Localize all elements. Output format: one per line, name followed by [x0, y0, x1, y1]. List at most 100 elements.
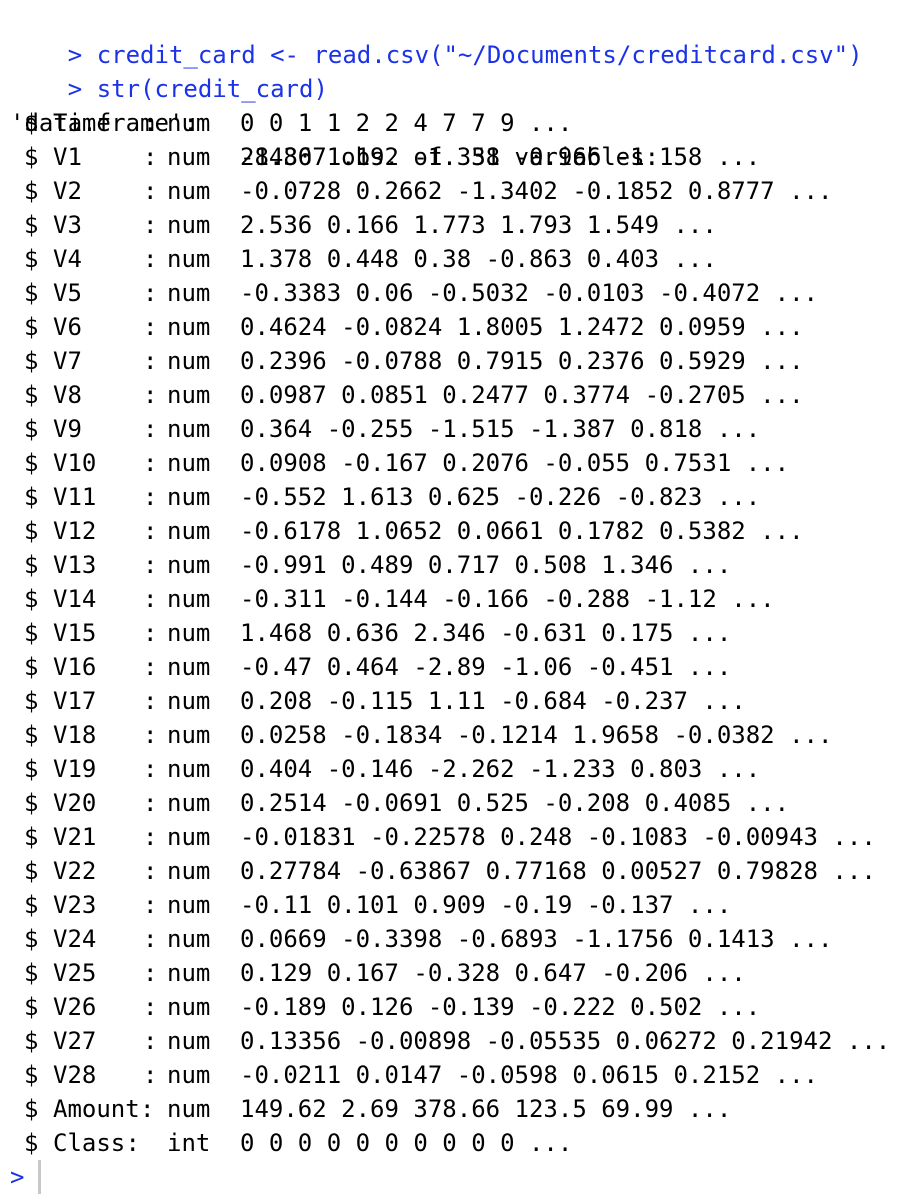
- text-cursor: [38, 1160, 41, 1194]
- field-dollar-sign: $: [24, 959, 39, 987]
- field-values: 0.27784 -0.63867 0.77168 0.00527 0.79828…: [240, 857, 876, 885]
- field-colon: :: [143, 177, 158, 205]
- field-colon: :: [143, 313, 158, 341]
- field-dollar-sign: $: [24, 755, 39, 783]
- field-name: V27: [53, 1027, 97, 1055]
- field-colon: :: [143, 109, 158, 137]
- field-dollar-sign: $: [24, 1027, 39, 1055]
- field-type: num: [167, 1061, 211, 1089]
- field-name: V8: [53, 381, 82, 409]
- field-type: num: [167, 585, 211, 613]
- field-name: V9: [53, 415, 82, 443]
- field-colon: :: [143, 823, 158, 851]
- field-type: num: [167, 109, 211, 137]
- field-name: V22: [53, 857, 97, 885]
- field-type: num: [167, 857, 211, 885]
- field-values: 0.0258 -0.1834 -0.1214 1.9658 -0.0382 ..…: [240, 721, 833, 749]
- r-console[interactable]: > credit_card <- read.csv("~/Documents/c…: [10, 4, 900, 1194]
- field-values: -0.0211 0.0147 -0.0598 0.0615 0.2152 ...: [240, 1061, 818, 1089]
- field-dollar-sign: $: [24, 891, 39, 919]
- field-type: num: [167, 891, 211, 919]
- field-name: V2: [53, 177, 82, 205]
- str-field-row: $ V25: num 0.129 0.167 -0.328 0.647 -0.206 …: [10, 956, 900, 990]
- field-type: num: [167, 823, 211, 851]
- field-name: V21: [53, 823, 97, 851]
- str-field-row: $ V23: num -0.11 0.101 0.909 -0.19 -0.137 .…: [10, 888, 900, 922]
- field-values: 2.536 0.166 1.773 1.793 1.549 ...: [240, 211, 717, 239]
- field-dollar-sign: $: [24, 687, 39, 715]
- field-values: -0.311 -0.144 -0.166 -0.288 -1.12 ...: [240, 585, 775, 613]
- field-values: -0.189 0.126 -0.139 -0.222 0.502 ...: [240, 993, 761, 1021]
- str-field-row: $ V4: num 1.378 0.448 0.38 -0.863 0.403 ...: [10, 242, 900, 276]
- prompt-symbol: >: [10, 1163, 25, 1191]
- field-dollar-sign: $: [24, 211, 39, 239]
- field-type: num: [167, 177, 211, 205]
- field-colon: :: [143, 1027, 158, 1055]
- field-colon: :: [143, 279, 158, 307]
- command-text: str(credit_card): [96, 75, 328, 103]
- field-colon: :: [143, 415, 158, 443]
- field-name: V24: [53, 925, 97, 953]
- field-values: 0.129 0.167 -0.328 0.647 -0.206 ...: [240, 959, 746, 987]
- field-values: -0.6178 1.0652 0.0661 0.1782 0.5382 ...: [240, 517, 804, 545]
- str-field-row: $ V13: num -0.991 0.489 0.717 0.508 1.346 .…: [10, 548, 900, 582]
- field-colon: :: [143, 925, 158, 953]
- dimensions-summary: 284807 obs. of 31 variables:: [240, 143, 660, 171]
- field-values: 0.0908 -0.167 0.2076 -0.055 0.7531 ...: [240, 449, 790, 477]
- field-colon: :: [140, 1095, 155, 1123]
- active-input-line[interactable]: >: [10, 1160, 900, 1194]
- field-type: num: [167, 721, 211, 749]
- field-dollar-sign: $: [24, 1061, 39, 1089]
- field-type: num: [167, 449, 211, 477]
- field-type: num: [167, 619, 211, 647]
- str-field-row: $ Amount: num 149.62 2.69 378.66 123.5 69.9…: [10, 1092, 900, 1126]
- str-field-row: $ V3: num 2.536 0.166 1.773 1.793 1.549 ...: [10, 208, 900, 242]
- str-field-row: $ V21: num -0.01831 -0.22578 0.248 -0.1083 …: [10, 820, 900, 854]
- field-colon: :: [143, 245, 158, 273]
- field-dollar-sign: $: [24, 653, 39, 681]
- field-name: V7: [53, 347, 82, 375]
- field-name: Time: [53, 109, 111, 137]
- field-type: num: [167, 415, 211, 443]
- str-field-row: $ Time: num 0 0 1 1 2 2 4 7 7 9 ...: [10, 106, 900, 140]
- field-values: 149.62 2.69 378.66 123.5 69.99 ...: [240, 1095, 732, 1123]
- field-colon: :: [143, 857, 158, 885]
- str-field-row: $ V11: num -0.552 1.613 0.625 -0.226 -0.823…: [10, 480, 900, 514]
- field-colon: :: [143, 551, 158, 579]
- field-dollar-sign: $: [24, 1129, 39, 1157]
- field-colon: :: [143, 449, 158, 477]
- field-dollar-sign: $: [24, 415, 39, 443]
- field-colon: :: [143, 347, 158, 375]
- str-field-row: $ V28: num -0.0211 0.0147 -0.0598 0.0615 0.…: [10, 1058, 900, 1092]
- str-field-row: $ V27: num 0.13356 -0.00898 -0.05535 0.0627…: [10, 1024, 900, 1058]
- field-name: V11: [53, 483, 97, 511]
- field-values: 0.13356 -0.00898 -0.05535 0.06272 0.2194…: [240, 1027, 891, 1055]
- field-dollar-sign: $: [24, 585, 39, 613]
- field-dollar-sign: $: [24, 721, 39, 749]
- str-field-row: $ V6: num 0.4624 -0.0824 1.8005 1.2472 0.09…: [10, 310, 900, 344]
- field-colon: :: [143, 993, 158, 1021]
- field-type: num: [167, 381, 211, 409]
- field-name: V3: [53, 211, 82, 239]
- field-dollar-sign: $: [24, 449, 39, 477]
- str-field-row: $ V1: num -1.36 1.192 -1.358 -0.966 -1.158 …: [10, 140, 900, 174]
- str-field-row: $ V8: num 0.0987 0.0851 0.2477 0.3774 -0.27…: [10, 378, 900, 412]
- field-dollar-sign: $: [24, 177, 39, 205]
- field-name: V12: [53, 517, 97, 545]
- field-dollar-sign: $: [24, 245, 39, 273]
- field-type: num: [167, 993, 211, 1021]
- field-name: Amount: [53, 1095, 140, 1123]
- field-name: V16: [53, 653, 97, 681]
- field-dollar-sign: $: [24, 483, 39, 511]
- str-field-row: $ V20: num 0.2514 -0.0691 0.525 -0.208 0.40…: [10, 786, 900, 820]
- field-type: num: [167, 347, 211, 375]
- field-type: num: [167, 755, 211, 783]
- field-name: V6: [53, 313, 82, 341]
- field-dollar-sign: $: [24, 925, 39, 953]
- field-colon: :: [143, 381, 158, 409]
- field-name: V20: [53, 789, 97, 817]
- field-name: V13: [53, 551, 97, 579]
- field-values: 0.404 -0.146 -2.262 -1.233 0.803 ...: [240, 755, 761, 783]
- field-type: num: [167, 653, 211, 681]
- field-name: V1: [53, 143, 82, 171]
